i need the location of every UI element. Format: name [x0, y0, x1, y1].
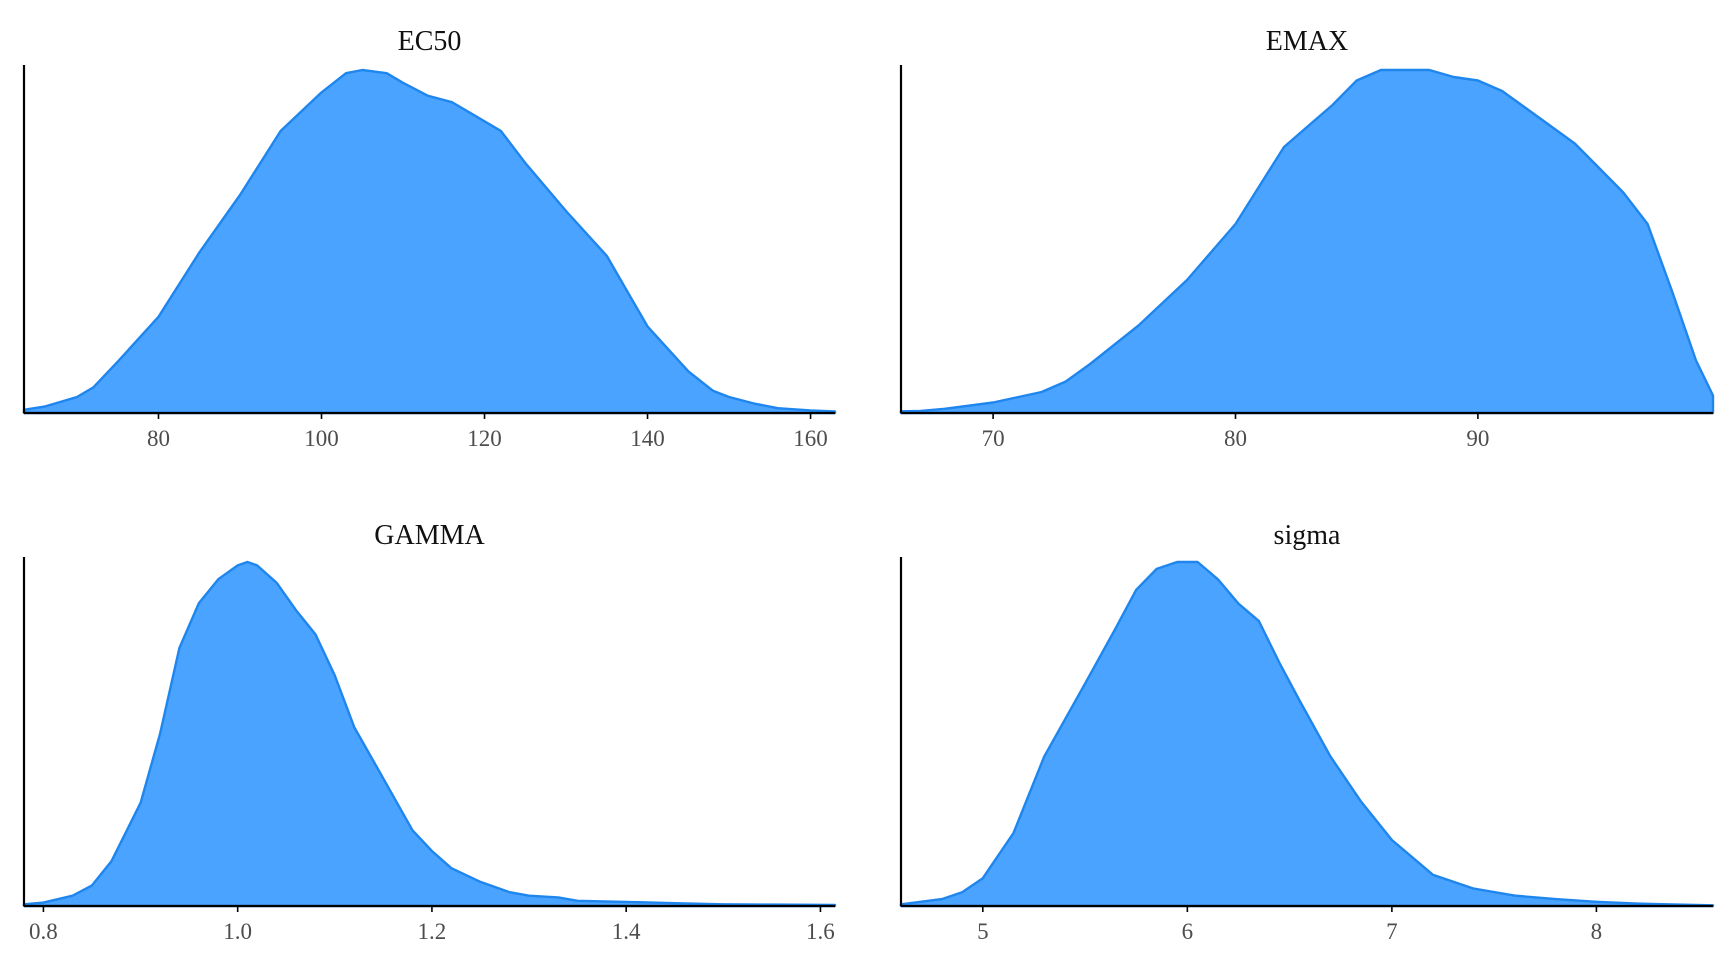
x-tick-label: 80	[147, 426, 170, 451]
x-tick-label: 6	[1182, 919, 1194, 944]
x-tick-label: 120	[467, 426, 502, 451]
panel-title: EC50	[398, 26, 462, 57]
panel-sigma: 5 6 7 8 sigma	[899, 520, 1715, 944]
x-tick-label: 140	[630, 426, 665, 451]
x-tick-label: 100	[304, 426, 339, 451]
panel-ec50: 80 100 120 140 160 EC50	[22, 26, 837, 451]
x-tick-label: 5	[977, 919, 989, 944]
x-tick-label: 80	[1224, 426, 1247, 451]
density-area	[22, 68, 837, 415]
panel-title: EMAX	[1266, 26, 1348, 57]
x-tick-label: 0.8	[29, 919, 58, 944]
density-area	[899, 560, 1715, 908]
panel-gamma: 0.8 1.0 1.2 1.4 1.6 GAMMA	[22, 520, 837, 944]
x-tick-label: 8	[1591, 919, 1603, 944]
density-area	[899, 68, 1715, 415]
panel-title: sigma	[1274, 520, 1341, 551]
x-tick-label: 1.6	[806, 919, 835, 944]
density-area	[22, 560, 837, 908]
x-tick-label: 7	[1386, 919, 1398, 944]
x-tick-label: 70	[982, 426, 1005, 451]
x-tick-label: 90	[1466, 426, 1489, 451]
x-tick-label: 1.4	[612, 919, 641, 944]
x-tick-label: 160	[793, 426, 828, 451]
panel-emax: 70 80 90 EMAX	[899, 26, 1715, 451]
x-tick-label: 1.2	[418, 919, 447, 944]
panel-title: GAMMA	[374, 520, 485, 551]
x-tick-label: 1.0	[223, 919, 252, 944]
